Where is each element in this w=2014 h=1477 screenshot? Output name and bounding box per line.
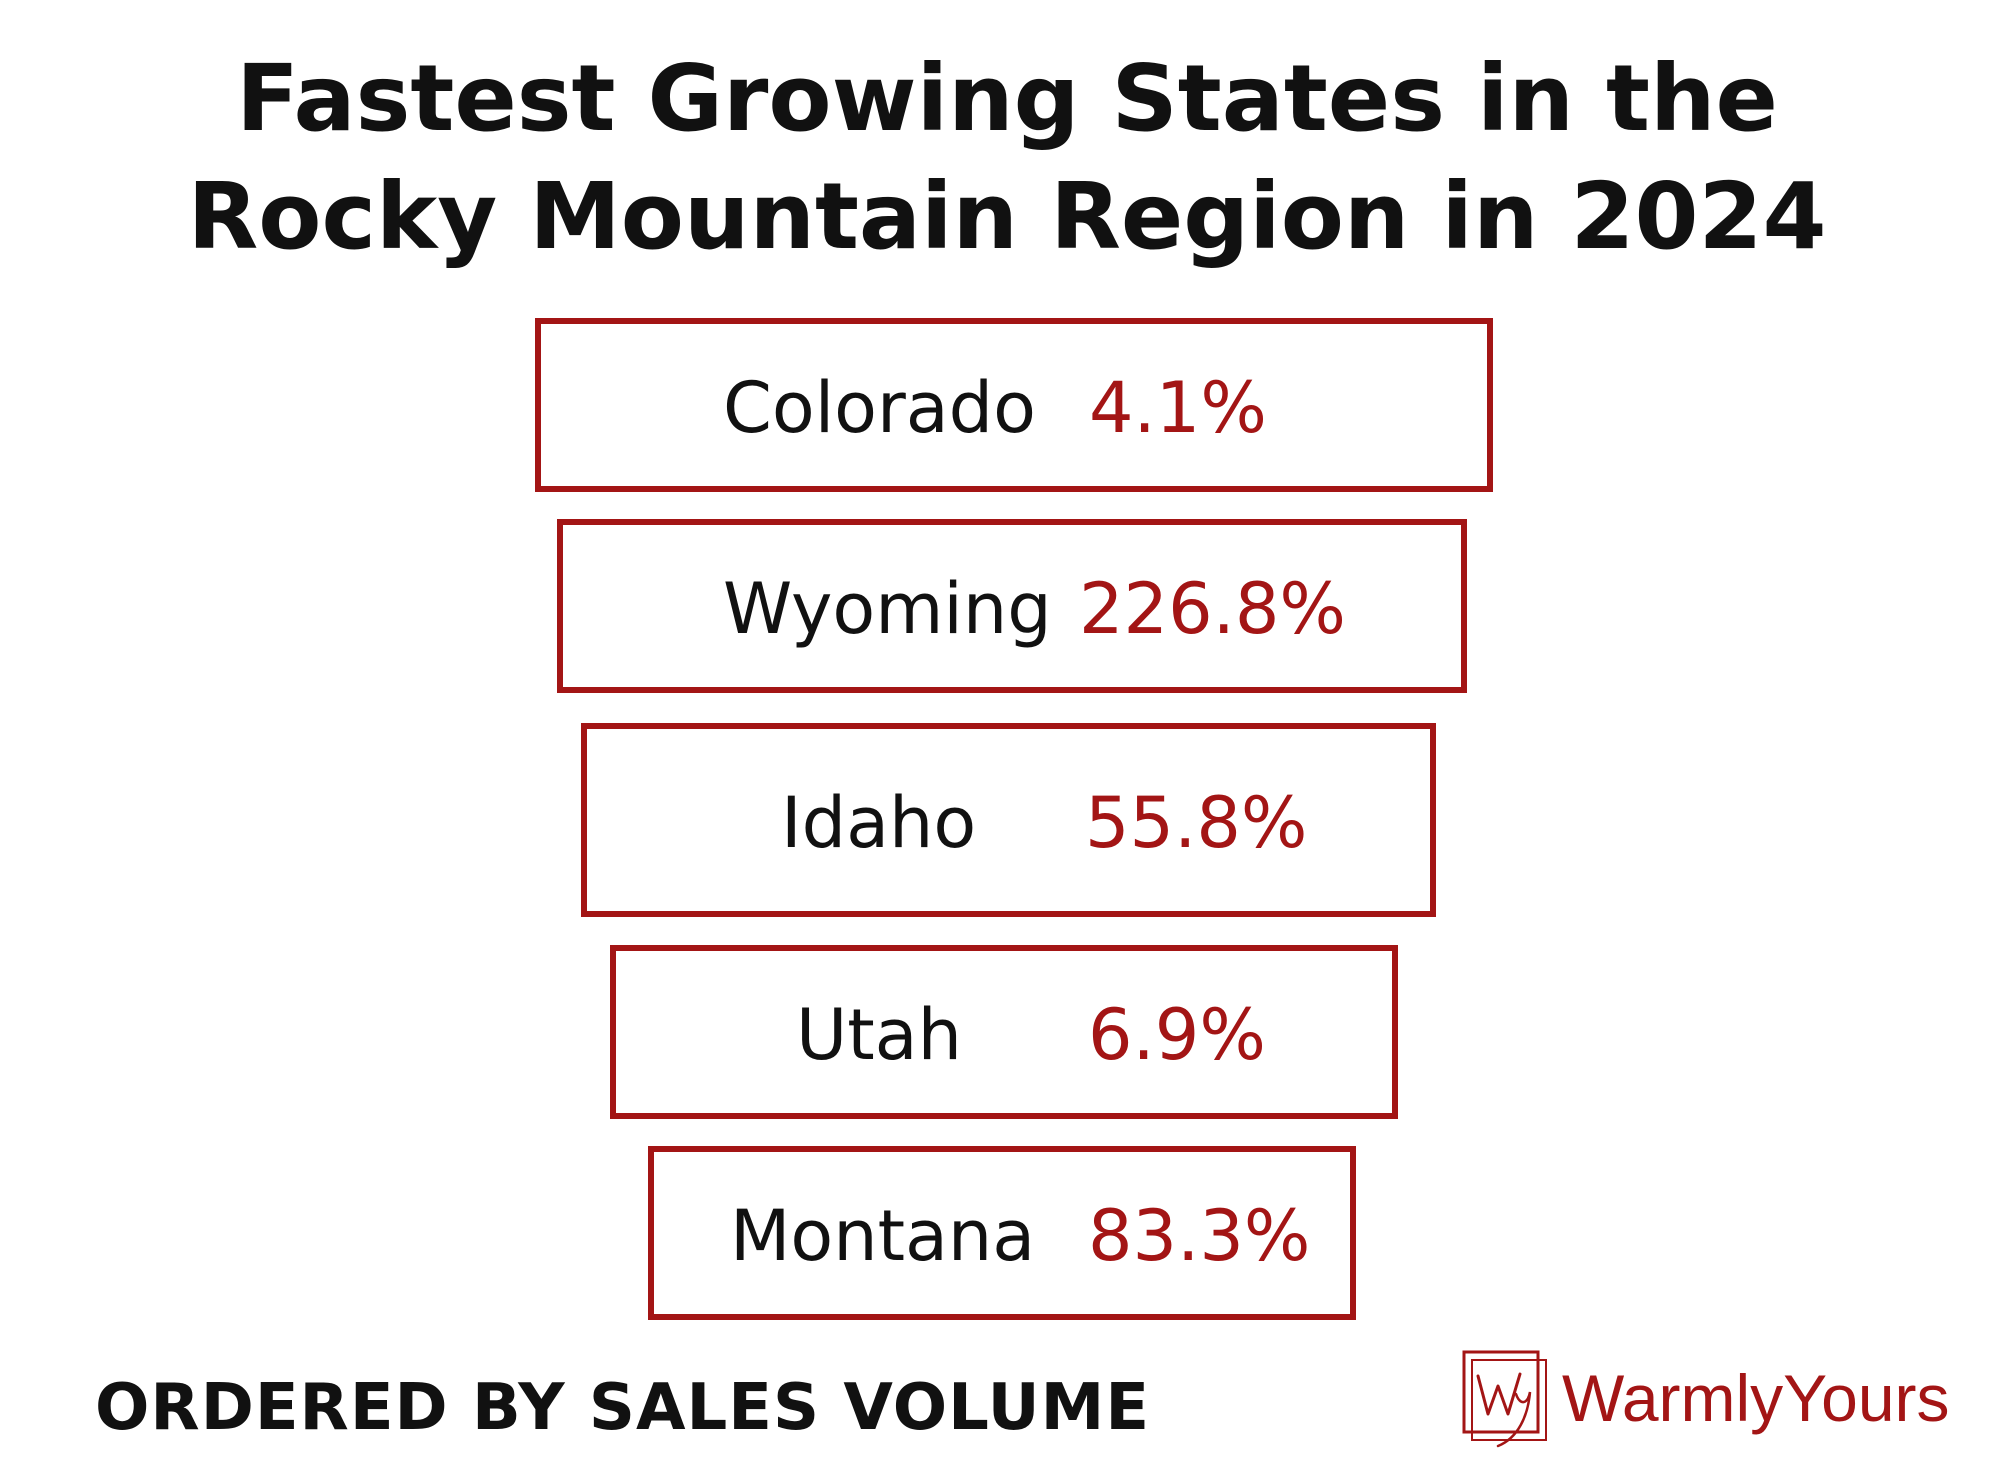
- state-row-idaho: Idaho 55.8%: [581, 723, 1436, 917]
- growth-value-label: 6.9%: [1088, 994, 1266, 1076]
- state-row-wyoming: Wyoming 226.8%: [557, 519, 1467, 693]
- state-label: Wyoming: [723, 568, 1052, 650]
- sort-order-note: ORDERED BY SALES VOLUME: [95, 1371, 1151, 1445]
- chart-title: Fastest Growing States in the Rocky Moun…: [0, 40, 2014, 276]
- state-label: Colorado: [723, 367, 1036, 449]
- wy-monogram-icon: [1462, 1350, 1547, 1448]
- growth-value-label: 83.3%: [1088, 1195, 1311, 1277]
- state-label: Montana: [730, 1195, 1036, 1277]
- state-row-utah: Utah 6.9%: [610, 945, 1398, 1119]
- state-row-colorado: Colorado 4.1%: [535, 318, 1493, 492]
- chart-title-line-2: Rocky Mountain Region in 2024: [187, 163, 1827, 270]
- growth-value-label: 226.8%: [1079, 568, 1346, 650]
- brand-logo: WarmlyYours: [1458, 1346, 1958, 1466]
- state-row-montana: Montana 83.3%: [648, 1146, 1356, 1320]
- chart-title-line-1: Fastest Growing States in the: [236, 45, 1778, 152]
- growth-value-label: 4.1%: [1089, 367, 1267, 449]
- brand-name: WarmlyYours: [1562, 1361, 1950, 1435]
- state-label: Idaho: [781, 782, 977, 864]
- growth-value-label: 55.8%: [1085, 782, 1308, 864]
- state-label: Utah: [796, 994, 962, 1076]
